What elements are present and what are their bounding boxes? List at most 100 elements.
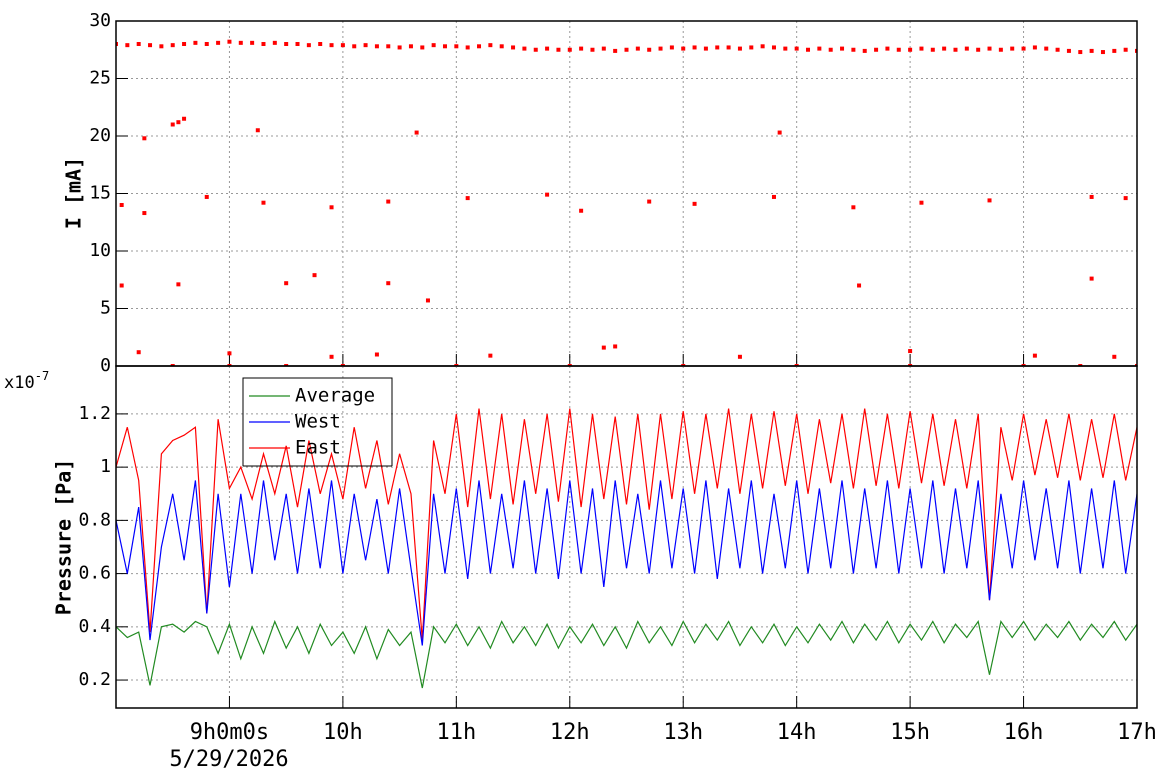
point xyxy=(533,47,538,52)
point xyxy=(442,44,447,49)
point xyxy=(1021,46,1026,51)
point xyxy=(857,283,862,288)
point xyxy=(1123,47,1128,52)
point xyxy=(142,136,147,141)
x-tick-label: 16h xyxy=(1004,720,1044,745)
y-tick-label: 1.2 xyxy=(78,403,111,424)
point xyxy=(284,281,289,286)
point xyxy=(352,44,357,49)
point xyxy=(777,130,782,135)
point xyxy=(794,364,799,366)
point xyxy=(545,192,550,197)
point xyxy=(414,130,419,135)
y-tick-label: 30 xyxy=(89,10,111,31)
point xyxy=(658,46,663,51)
point xyxy=(159,44,164,49)
point xyxy=(930,47,935,52)
x-tick-label: 13h xyxy=(663,720,703,745)
point xyxy=(1135,364,1137,366)
point xyxy=(1055,47,1060,52)
point xyxy=(613,344,618,349)
y-tick-label: 0.8 xyxy=(78,509,111,530)
x-tick-label: 11h xyxy=(436,720,476,745)
point xyxy=(216,40,221,45)
point xyxy=(919,46,924,51)
point xyxy=(306,43,311,48)
point xyxy=(828,47,833,52)
point xyxy=(567,364,572,366)
point xyxy=(227,364,232,366)
y-tick-label: 15 xyxy=(89,183,111,204)
point xyxy=(987,46,992,51)
point xyxy=(681,364,686,366)
frame xyxy=(115,365,1138,709)
y-tick-label: 0.4 xyxy=(78,616,111,637)
point xyxy=(136,350,141,355)
point xyxy=(363,43,368,48)
point xyxy=(170,364,175,366)
point xyxy=(783,46,788,51)
point xyxy=(1135,48,1137,53)
point xyxy=(624,47,629,52)
point xyxy=(511,45,516,50)
x-tick-label: 12h xyxy=(550,720,590,745)
point xyxy=(454,44,459,49)
point xyxy=(340,364,345,366)
point xyxy=(182,42,187,46)
point xyxy=(119,203,124,207)
point xyxy=(312,273,317,278)
multiplier-exponent: -7 xyxy=(35,369,49,383)
y-tick-label: 25 xyxy=(89,68,111,89)
point xyxy=(681,46,686,51)
point xyxy=(116,42,118,46)
series-line xyxy=(116,480,1137,646)
point xyxy=(840,46,845,51)
point xyxy=(953,47,958,52)
point xyxy=(477,44,482,49)
point xyxy=(737,354,742,359)
point xyxy=(579,46,584,51)
point xyxy=(397,45,402,50)
point xyxy=(908,349,913,354)
point xyxy=(964,46,969,51)
point xyxy=(987,198,992,203)
point xyxy=(703,46,708,51)
point xyxy=(874,47,879,52)
point xyxy=(908,364,913,366)
point xyxy=(771,194,776,199)
point xyxy=(170,43,175,48)
point xyxy=(1078,364,1083,366)
point xyxy=(862,48,867,53)
point xyxy=(647,47,652,52)
point xyxy=(340,43,345,48)
point xyxy=(425,298,430,303)
y-tick-label: 10 xyxy=(89,240,111,261)
point xyxy=(272,40,277,45)
point xyxy=(125,43,130,48)
y-tick-label: 1 xyxy=(100,456,111,477)
point xyxy=(1010,46,1015,51)
point xyxy=(204,42,209,46)
point xyxy=(261,200,266,205)
point xyxy=(374,352,379,357)
point xyxy=(182,116,187,121)
point xyxy=(119,283,124,288)
point xyxy=(250,40,255,45)
point xyxy=(255,128,260,133)
legend-label: West xyxy=(295,411,341,433)
point xyxy=(851,47,856,52)
point xyxy=(794,46,799,51)
point xyxy=(374,44,379,49)
point xyxy=(1032,353,1037,358)
point xyxy=(817,46,822,51)
point xyxy=(647,199,652,204)
point xyxy=(1112,48,1117,53)
point xyxy=(420,45,425,50)
point xyxy=(749,45,754,50)
point xyxy=(1066,48,1071,53)
point xyxy=(386,44,391,49)
point xyxy=(465,196,470,201)
point xyxy=(522,46,527,51)
point xyxy=(176,120,181,125)
point xyxy=(613,48,618,53)
